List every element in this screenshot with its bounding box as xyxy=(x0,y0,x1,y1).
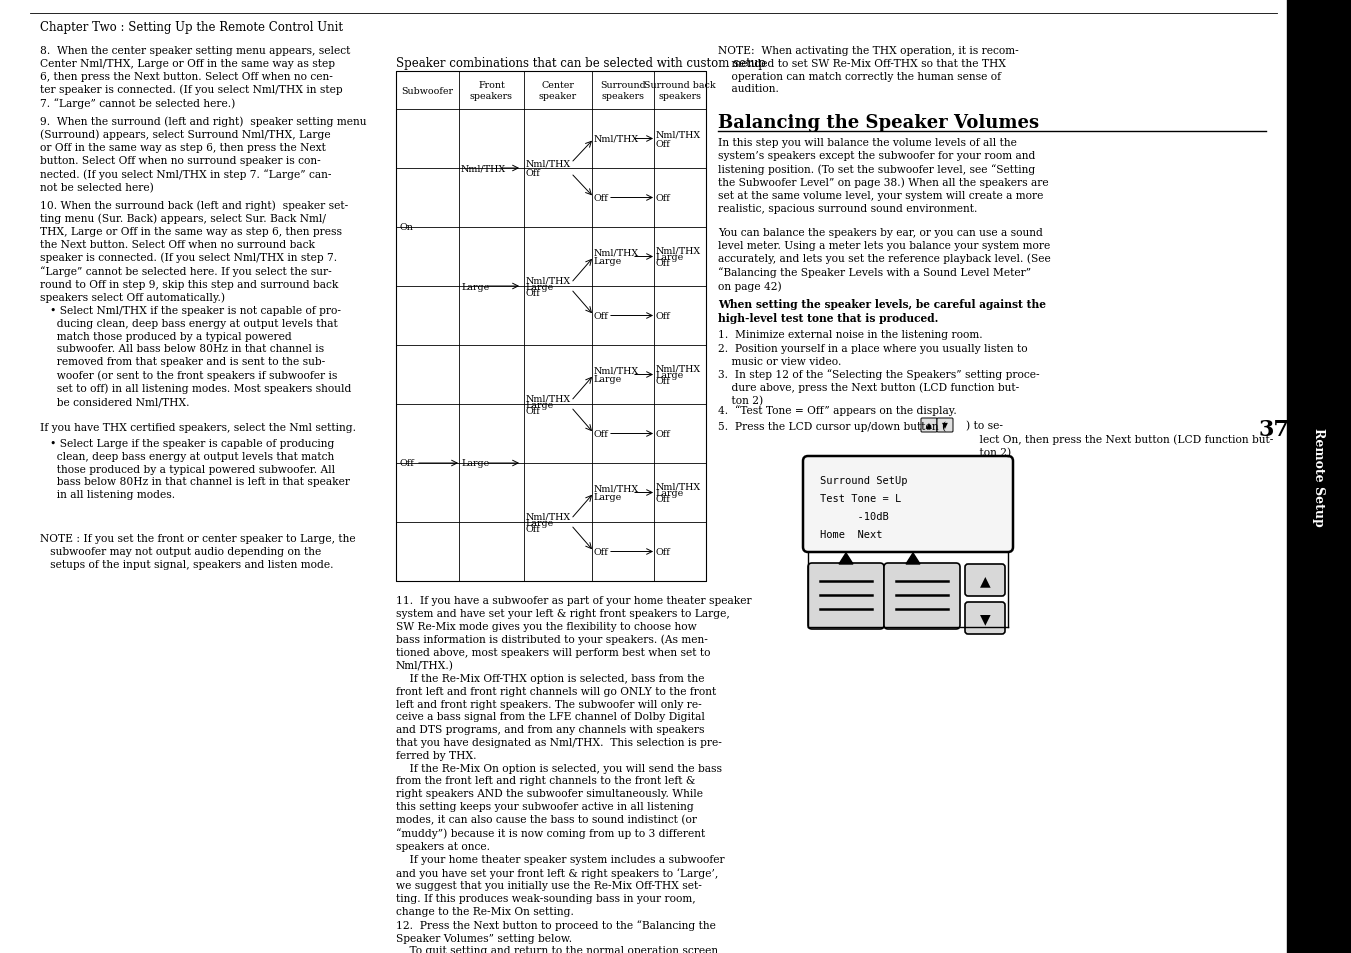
Text: • Select Nml/THX if the speaker is not capable of pro-
  ducing clean, deep bass: • Select Nml/THX if the speaker is not c… xyxy=(50,306,351,407)
Text: 11.  If you have a subwoofer as part of your home theater speaker
system and hav: 11. If you have a subwoofer as part of y… xyxy=(396,596,751,953)
FancyBboxPatch shape xyxy=(965,564,1005,597)
FancyBboxPatch shape xyxy=(921,418,938,433)
Text: Chapter Two : Setting Up the Remote Control Unit: Chapter Two : Setting Up the Remote Cont… xyxy=(41,21,343,34)
Text: Large: Large xyxy=(594,493,623,501)
Text: In this step you will balance the volume levels of all the
system’s speakers exc: In this step you will balance the volume… xyxy=(717,138,1048,213)
Text: Off: Off xyxy=(594,430,609,438)
Text: Nml/THX: Nml/THX xyxy=(526,512,571,521)
Text: Surround back
speakers: Surround back speakers xyxy=(644,81,716,101)
Text: Surround
speakers: Surround speakers xyxy=(600,81,646,101)
Text: -10dB: -10dB xyxy=(820,512,889,521)
Text: 4.  “Test Tone = Off” appears on the display.: 4. “Test Tone = Off” appears on the disp… xyxy=(717,405,957,416)
FancyBboxPatch shape xyxy=(965,602,1005,635)
FancyBboxPatch shape xyxy=(808,563,884,629)
Text: Subwoofer: Subwoofer xyxy=(401,87,454,95)
Text: 10. When the surround back (left and right)  speaker set-
ting menu (Sur. Back) : 10. When the surround back (left and rig… xyxy=(41,200,349,303)
Text: Nml/THX: Nml/THX xyxy=(594,367,639,375)
Text: Balancing the Speaker Volumes: Balancing the Speaker Volumes xyxy=(717,113,1039,132)
Text: 9.  When the surround (left and right)  speaker setting menu
(Surround) appears,: 9. When the surround (left and right) sp… xyxy=(41,116,366,193)
Text: Large: Large xyxy=(461,282,489,292)
Text: Large: Large xyxy=(526,400,554,409)
Text: Off: Off xyxy=(594,312,609,320)
Text: Large: Large xyxy=(594,256,623,266)
Text: Off: Off xyxy=(526,524,540,533)
Text: NOTE:  When activating the THX operation, it is recom-
    mended to set SW Re-M: NOTE: When activating the THX operation,… xyxy=(717,46,1019,94)
Text: Nml/THX: Nml/THX xyxy=(526,159,571,169)
Text: • Select Large if the speaker is capable of producing
  clean, deep bass energy : • Select Large if the speaker is capable… xyxy=(50,438,350,499)
Text: Off: Off xyxy=(526,288,540,297)
Text: Off: Off xyxy=(399,459,413,468)
Text: Nml/THX: Nml/THX xyxy=(461,164,507,173)
FancyBboxPatch shape xyxy=(802,456,1013,553)
Text: NOTE : If you set the front or center speaker to Large, the
   subwoofer may not: NOTE : If you set the front or center sp… xyxy=(41,534,355,569)
Text: Nml/THX: Nml/THX xyxy=(657,482,701,492)
Text: Speaker combinations that can be selected with custom setup: Speaker combinations that can be selecte… xyxy=(396,57,766,70)
Text: Large: Large xyxy=(594,375,623,384)
Text: ) to se-
    lect On, then press the Next button (LCD function but-
    ton 2): ) to se- lect On, then press the Next bu… xyxy=(966,420,1274,457)
Text: 2.  Position yourself in a place where you usually listen to
    music or view v: 2. Position yourself in a place where yo… xyxy=(717,344,1028,366)
Text: Center
speaker: Center speaker xyxy=(539,81,577,101)
Text: Nml/THX: Nml/THX xyxy=(657,130,701,139)
Text: 37: 37 xyxy=(1258,418,1289,440)
Text: If you have THX certified speakers, select the Nml setting.: If you have THX certified speakers, sele… xyxy=(41,422,357,433)
Text: Off: Off xyxy=(657,376,670,386)
FancyBboxPatch shape xyxy=(884,563,961,629)
Text: Off: Off xyxy=(594,547,609,557)
FancyBboxPatch shape xyxy=(938,418,952,433)
Text: Off: Off xyxy=(657,312,670,320)
Text: Surround SetUp: Surround SetUp xyxy=(820,476,908,485)
Text: When setting the speaker levels, be careful against the
high-level test tone tha: When setting the speaker levels, be care… xyxy=(717,298,1046,324)
Text: Off: Off xyxy=(594,193,609,203)
Text: 3.  In step 12 of the “Selecting the Speakers” setting proce-
    dure above, pr: 3. In step 12 of the “Selecting the Spea… xyxy=(717,369,1040,406)
Text: 5.  Press the LCD cursor up/down button (: 5. Press the LCD cursor up/down button ( xyxy=(717,420,946,431)
Text: Off: Off xyxy=(657,495,670,503)
Text: Test Tone = L: Test Tone = L xyxy=(820,494,901,503)
Text: Large: Large xyxy=(657,371,684,379)
Text: Off: Off xyxy=(657,547,670,557)
Text: ▼: ▼ xyxy=(979,612,990,625)
Text: Remote Setup: Remote Setup xyxy=(1313,427,1325,526)
Text: Nml/THX: Nml/THX xyxy=(657,365,701,374)
Text: Off: Off xyxy=(657,193,670,203)
Text: Off: Off xyxy=(657,140,670,149)
Text: Large: Large xyxy=(526,518,554,527)
Bar xyxy=(1288,0,1351,953)
Text: ▼: ▼ xyxy=(942,421,948,430)
Text: Large: Large xyxy=(526,282,554,292)
Text: Nml/THX: Nml/THX xyxy=(594,249,639,257)
Text: Nml/THX: Nml/THX xyxy=(657,247,701,255)
Text: Off: Off xyxy=(657,258,670,268)
Text: Large: Large xyxy=(461,459,489,468)
Text: Off: Off xyxy=(526,170,540,178)
Text: Nml/THX: Nml/THX xyxy=(594,135,639,144)
Text: Off: Off xyxy=(657,430,670,438)
Text: ▲: ▲ xyxy=(925,421,932,430)
Text: Nml/THX: Nml/THX xyxy=(526,276,571,285)
Polygon shape xyxy=(907,554,920,564)
Text: Large: Large xyxy=(657,489,684,497)
Text: Home  Next: Home Next xyxy=(820,530,882,539)
Text: 1.  Minimize external noise in the listening room.: 1. Minimize external noise in the listen… xyxy=(717,330,982,339)
Bar xyxy=(396,71,707,581)
Text: Nml/THX: Nml/THX xyxy=(594,484,639,494)
Text: Nml/THX: Nml/THX xyxy=(526,395,571,403)
Text: ▲: ▲ xyxy=(979,574,990,587)
Text: 8.  When the center speaker setting menu appears, select
Center Nml/THX, Large o: 8. When the center speaker setting menu … xyxy=(41,46,350,109)
Text: Large: Large xyxy=(657,253,684,262)
Text: Off: Off xyxy=(526,406,540,416)
Polygon shape xyxy=(839,554,852,564)
Text: Front
speakers: Front speakers xyxy=(470,81,513,101)
Text: On: On xyxy=(399,223,413,233)
Text: You can balance the speakers by ear, or you can use a sound
level meter. Using a: You can balance the speakers by ear, or … xyxy=(717,228,1051,292)
